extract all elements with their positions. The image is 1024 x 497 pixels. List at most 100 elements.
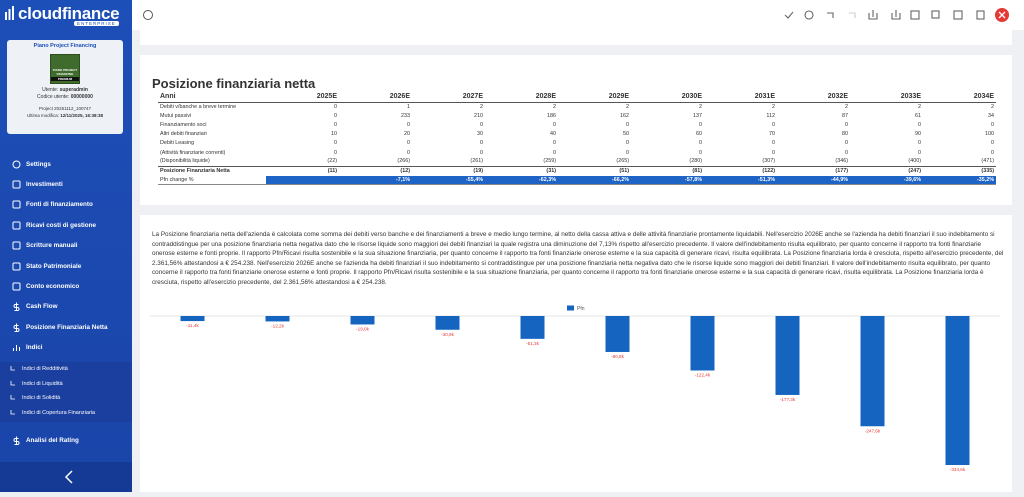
cell: 0 — [553, 121, 556, 128]
cell: 137 — [693, 112, 702, 119]
menu-item[interactable]: Cash Flow — [0, 299, 132, 315]
submenu-item[interactable]: Indici di Copertura Finanziaria — [0, 406, 132, 420]
data-label: -122,4k — [695, 373, 711, 378]
cell: 80 — [842, 131, 848, 138]
icon — [12, 241, 21, 250]
submenu-icon — [10, 410, 15, 415]
cell: (31) — [485, 165, 558, 176]
cell: 0 — [334, 149, 337, 156]
cell: 0 — [334, 140, 337, 147]
cell: (19) — [412, 165, 485, 176]
card — [140, 30, 1012, 45]
cell: 0 — [772, 140, 775, 147]
row-label: Mutui passivi — [160, 112, 192, 119]
cell: 0 — [626, 121, 629, 128]
icon — [12, 221, 21, 230]
cell: 162 — [620, 112, 629, 119]
cell: 10 — [331, 131, 337, 138]
badge: PIANO PROJECT FINANCING PREMIUM — [50, 54, 80, 84]
cell: 0 — [845, 121, 848, 128]
icon — [10, 366, 15, 371]
cell: (261) — [470, 158, 483, 165]
submenu — [0, 362, 132, 422]
cell: (81) — [631, 165, 704, 176]
menu-item[interactable]: Fonti di finanziamento — [0, 197, 132, 213]
menu-item[interactable]: Scritture manuali — [0, 238, 132, 254]
tools[interactable] — [784, 10, 985, 20]
bar — [605, 316, 630, 352]
menu-label: Settings — [26, 160, 51, 168]
column-header: 2027E — [412, 92, 485, 103]
cell: -7,1% — [339, 175, 412, 186]
menu-icon — [12, 160, 21, 168]
cell: 0 — [334, 121, 337, 128]
cell: -39,6% — [850, 175, 923, 186]
cell: 30 — [477, 131, 483, 138]
close-icon — [998, 11, 1006, 19]
cell: 2 — [480, 103, 483, 110]
icon — [13, 436, 20, 445]
cell: 100 — [985, 131, 994, 138]
menu-label: Conto economico — [26, 282, 80, 290]
submenu-item[interactable]: Indici di Redditività — [0, 362, 132, 376]
cell: 186 — [547, 112, 556, 119]
menu-item[interactable]: Ricavi costi di gestione — [0, 217, 132, 233]
cell: (177) — [777, 165, 850, 176]
row-label: (Attività finanziarie correnti) — [160, 149, 226, 156]
menu-icon — [13, 345, 20, 352]
icon — [12, 160, 21, 168]
cell: (122) — [704, 165, 777, 176]
menu-icon — [12, 180, 21, 189]
column-header: 2025E — [266, 92, 339, 103]
cell: -66,2% — [558, 175, 631, 186]
table-row: Finanziamento soci 0 0 0 0 0 0 0 0 0 0 — [158, 120, 996, 129]
badge-text: FINANCING — [56, 72, 74, 76]
badge-text: PREMIUM — [51, 77, 79, 81]
card-title: Piano Project Financing — [33, 43, 97, 49]
menu-label: Scritture manuali — [26, 242, 78, 250]
cell: 1 — [407, 103, 410, 110]
label: Utente: — [42, 87, 59, 93]
cell: 0 — [845, 149, 848, 156]
menu-icon — [12, 282, 21, 291]
cell: (11) — [266, 165, 339, 176]
cell: (280) — [689, 158, 702, 165]
sidebar: cloudfinance ENTERPRISE Piano Project Fi… — [0, 0, 132, 492]
logo: cloudfinance — [18, 4, 120, 23]
cell: -44,9% — [777, 175, 850, 186]
collapse-bar[interactable] — [0, 462, 132, 492]
submenu-item[interactable]: Indici di Solidità — [0, 391, 132, 405]
table-row: Mutui passivi 0 233 210 186 162 137 112 87 61 34 — [158, 111, 996, 120]
menu-label: Investimenti — [26, 180, 63, 188]
topbar — [132, 0, 1024, 30]
menu-item[interactable]: Posizione Finanziaria Netta — [0, 319, 132, 335]
cell: 2 — [845, 103, 848, 110]
mood-icon[interactable] — [143, 10, 153, 20]
cell: 0 — [553, 149, 556, 156]
menu-item[interactable]: Analisi del Rating — [0, 432, 132, 448]
menu-item[interactable]: Conto economico — [0, 278, 132, 294]
menu-item[interactable]: Investimenti — [0, 176, 132, 192]
column-header: 2032E — [777, 92, 850, 103]
pfn-table: Anni 2025E 2026E 2027E 2028E 2029E 2030E 2031E 2… — [158, 92, 996, 186]
column-header: 2028E — [485, 92, 558, 103]
cell: 0 — [845, 140, 848, 147]
user: Utente: superadmin — [7, 87, 123, 94]
cell: 2 — [626, 103, 629, 110]
cell: 0 — [626, 140, 629, 147]
value: superadmin — [59, 87, 88, 93]
submenu-label: Indici di Redditività — [22, 366, 68, 372]
table-row: Pfn change % -7,1% -55,4% -62,3% -66,2% -57,8… — [158, 175, 996, 186]
legend-swatch — [567, 305, 574, 311]
cell: 0 — [918, 121, 921, 128]
data-label: -247,6k — [865, 428, 881, 433]
cell: 0 — [991, 149, 994, 156]
menu-item[interactable]: Stato Patrimoniale — [0, 258, 132, 274]
menu-item[interactable]: Settings — [0, 156, 132, 172]
cell: 70 — [769, 131, 775, 138]
submenu-item[interactable]: Indici di Liquidità — [0, 377, 132, 391]
row-label: Pfn change % — [158, 175, 266, 186]
cell: 61 — [915, 112, 921, 119]
row-label: Finanziamento soci — [160, 121, 207, 128]
menu-item[interactable]: Indici — [0, 340, 132, 356]
